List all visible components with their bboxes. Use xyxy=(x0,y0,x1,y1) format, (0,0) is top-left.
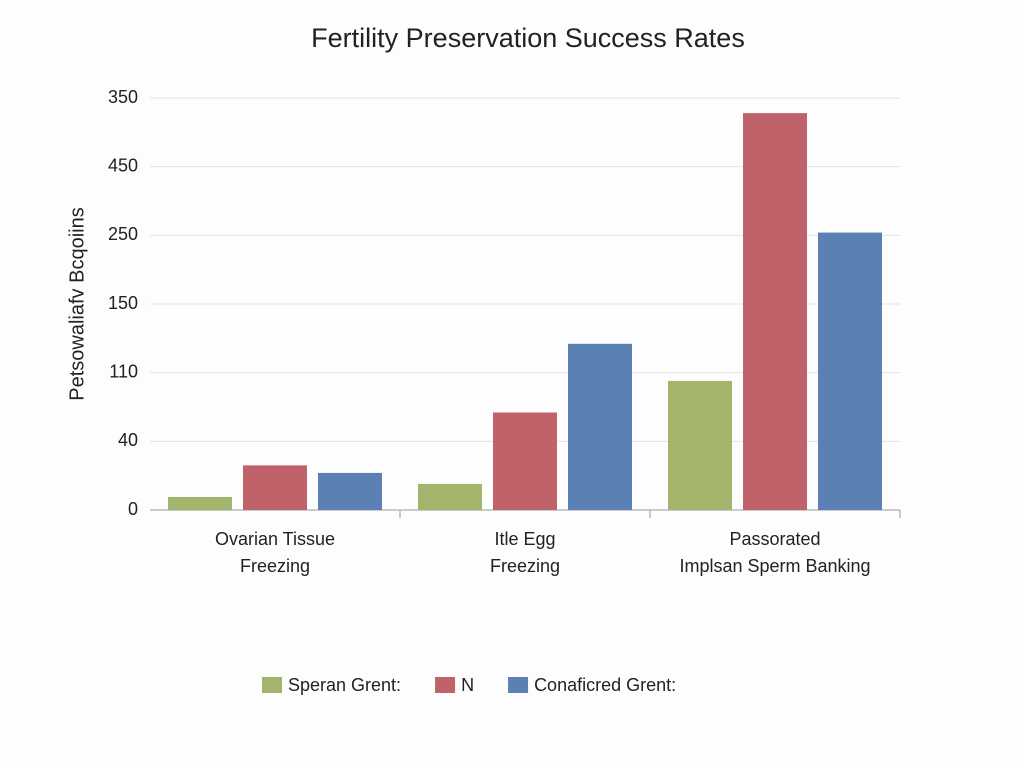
legend-swatch xyxy=(435,677,456,693)
bar xyxy=(568,343,632,510)
bar xyxy=(168,496,232,510)
y-tick-label: 450 xyxy=(108,155,138,175)
legend-label: Conaficred Grent: xyxy=(534,675,676,695)
y-tick-label: 40 xyxy=(118,430,138,450)
y-axis-label: Petsowaliafv Bcqoiins xyxy=(66,207,88,400)
bar xyxy=(493,412,557,510)
bar xyxy=(418,483,482,510)
bar xyxy=(743,113,807,511)
x-tick-label: Freezing xyxy=(240,556,310,576)
y-tick-label: 0 xyxy=(128,499,138,519)
bar xyxy=(243,465,307,510)
legend-label: N xyxy=(461,675,474,695)
y-tick-label: 150 xyxy=(108,293,138,313)
x-tick-label: Freezing xyxy=(490,556,560,576)
chart-title: Fertility Preservation Success Rates xyxy=(311,23,745,53)
y-tick-label: 250 xyxy=(108,224,138,244)
bar xyxy=(818,232,882,510)
legend-swatch xyxy=(508,677,529,693)
y-tick-label: 350 xyxy=(108,87,138,107)
legend-swatch xyxy=(262,677,282,693)
x-tick-label: Implsan Sperm Banking xyxy=(679,556,870,576)
x-tick-label: Passorated xyxy=(729,529,820,549)
x-tick-label: Ovarian Tissue xyxy=(215,529,335,549)
bar xyxy=(318,472,382,510)
bar xyxy=(668,380,732,510)
x-tick-label: Itle Egg xyxy=(494,529,555,549)
y-tick-label: 110 xyxy=(109,361,138,381)
legend-label: Speran Grent: xyxy=(288,675,401,695)
